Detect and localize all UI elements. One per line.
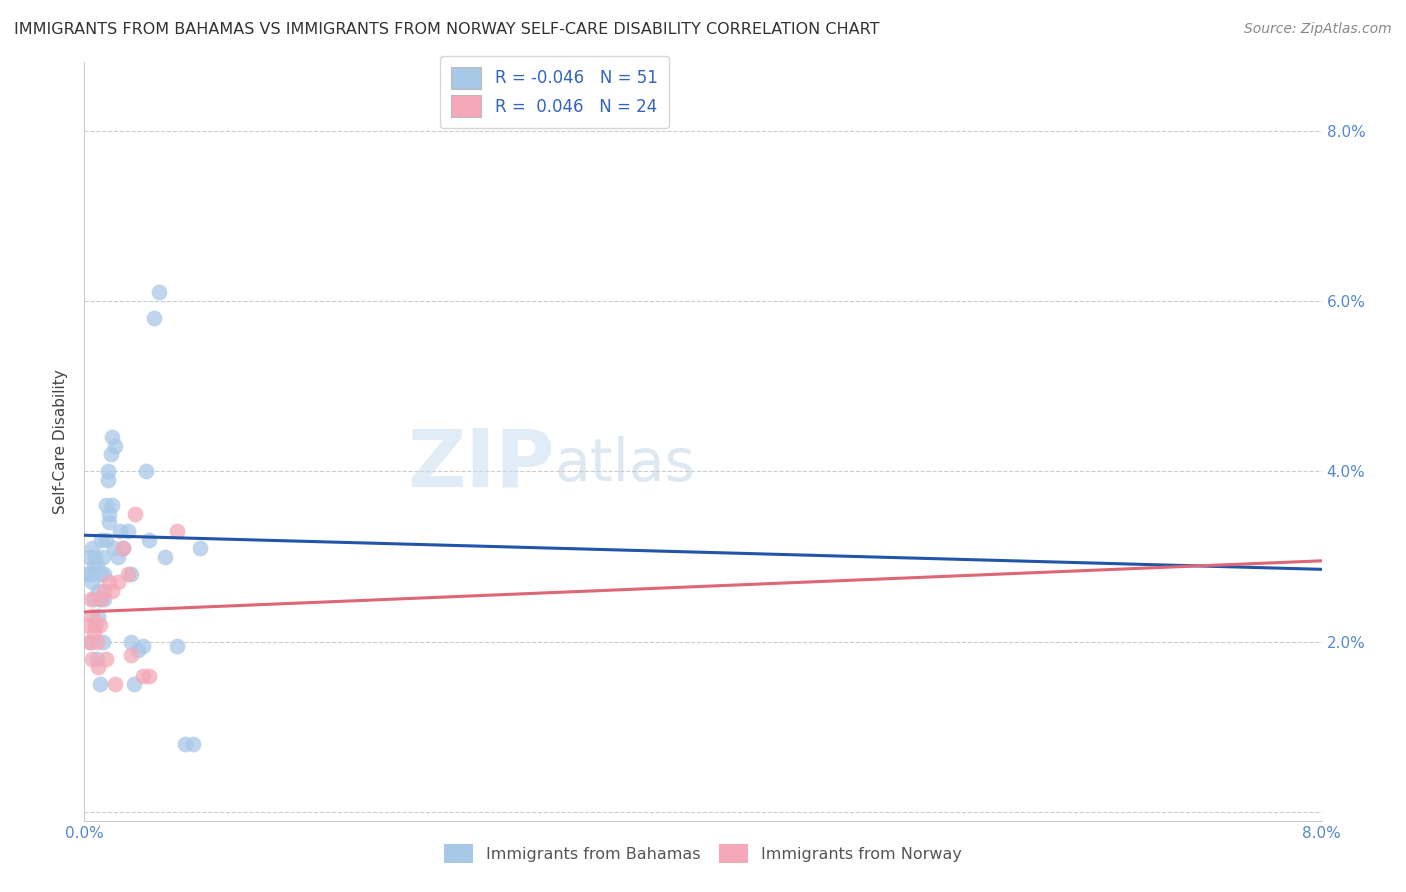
Point xyxy=(148,285,170,300)
Point xyxy=(77,549,100,564)
Point xyxy=(103,541,125,555)
Text: IMMIGRANTS FROM BAHAMAS VS IMMIGRANTS FROM NORWAY SELF-CARE DISABILITY CORRELATI: IMMIGRANTS FROM BAHAMAS VS IMMIGRANTS FR… xyxy=(14,22,880,37)
Point xyxy=(79,592,101,607)
Point xyxy=(153,549,176,564)
Point xyxy=(117,524,139,538)
Point xyxy=(94,652,117,666)
Point xyxy=(96,473,118,487)
Point xyxy=(76,566,98,581)
Point xyxy=(120,566,142,581)
Point xyxy=(91,634,114,648)
Point xyxy=(132,669,155,683)
Point xyxy=(98,507,121,521)
Point xyxy=(166,639,188,653)
Text: atlas: atlas xyxy=(554,436,696,492)
Point xyxy=(94,499,117,513)
Point xyxy=(104,677,127,691)
Point xyxy=(104,439,127,453)
Point xyxy=(87,583,110,598)
Point xyxy=(138,533,160,547)
Point xyxy=(77,634,100,648)
Point xyxy=(108,524,131,538)
Point xyxy=(86,558,108,572)
Point xyxy=(93,583,115,598)
Point xyxy=(107,575,129,590)
Point xyxy=(91,549,114,564)
Legend: Immigrants from Bahamas, Immigrants from Norway: Immigrants from Bahamas, Immigrants from… xyxy=(437,838,969,870)
Point xyxy=(82,575,104,590)
Point xyxy=(122,677,145,691)
Point xyxy=(84,549,107,564)
Point xyxy=(79,566,101,581)
Point xyxy=(135,464,157,478)
Point xyxy=(90,533,112,547)
Y-axis label: Self-Care Disability: Self-Care Disability xyxy=(53,369,69,514)
Point xyxy=(101,499,124,513)
Point xyxy=(86,634,108,648)
Point xyxy=(120,634,142,648)
Point xyxy=(181,737,204,751)
Point xyxy=(112,541,135,555)
Point xyxy=(87,660,110,674)
Point xyxy=(117,566,139,581)
Text: Source: ZipAtlas.com: Source: ZipAtlas.com xyxy=(1244,22,1392,37)
Point xyxy=(89,592,111,607)
Point xyxy=(107,549,129,564)
Point xyxy=(124,507,146,521)
Point xyxy=(93,566,115,581)
Point xyxy=(143,311,166,326)
Point xyxy=(83,592,105,607)
Point xyxy=(79,634,101,648)
Point xyxy=(101,430,124,444)
Text: ZIP: ZIP xyxy=(408,425,554,503)
Point xyxy=(94,533,117,547)
Point xyxy=(84,617,107,632)
Point xyxy=(98,516,121,530)
Point xyxy=(112,541,135,555)
Point xyxy=(82,541,104,555)
Point xyxy=(89,617,111,632)
Point xyxy=(138,669,160,683)
Point xyxy=(132,639,155,653)
Point xyxy=(90,566,112,581)
Point xyxy=(101,583,124,598)
Point xyxy=(166,524,188,538)
Point xyxy=(100,447,122,461)
Point xyxy=(93,592,115,607)
Point xyxy=(83,626,105,640)
Point xyxy=(127,643,149,657)
Point xyxy=(90,592,112,607)
Point xyxy=(86,652,108,666)
Point xyxy=(82,609,104,624)
Point xyxy=(84,617,107,632)
Point xyxy=(98,575,121,590)
Point xyxy=(87,609,110,624)
Point xyxy=(82,652,104,666)
Point xyxy=(83,558,105,572)
Point xyxy=(96,464,118,478)
Point xyxy=(120,648,142,662)
Point xyxy=(89,677,111,691)
Point xyxy=(76,617,98,632)
Point xyxy=(188,541,211,555)
Point xyxy=(174,737,197,751)
